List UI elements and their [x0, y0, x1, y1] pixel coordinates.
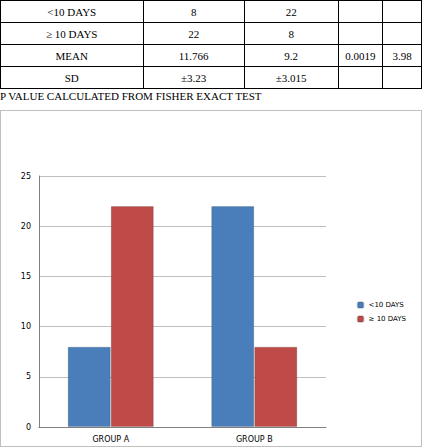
svg-text:5: 5 [26, 372, 31, 381]
html-text:9.2: 9.2 [284, 49, 299, 62]
html-text:MEAN: MEAN [55, 49, 88, 62]
html-text:11.766: 11.766 [178, 49, 209, 62]
svg-text:15: 15 [21, 272, 31, 281]
svg-text:<10 DAYS: <10 DAYS [369, 301, 405, 309]
svg-text:≥ 10 DAYS: ≥ 10 DAYS [369, 315, 407, 323]
html-text:22: 22 [285, 5, 297, 18]
html-text:±3.015: ±3.015 [275, 71, 307, 84]
svg-text:25: 25 [21, 172, 31, 181]
html-text:<10 DAYS: <10 DAYS [47, 5, 97, 18]
html-text:±3.23: ±3.23 [181, 71, 207, 84]
html-text:0.0019: 0.0019 [345, 49, 376, 62]
html-text:8: 8 [288, 27, 294, 40]
svg-text:20: 20 [21, 222, 31, 231]
html-text:8: 8 [191, 5, 197, 18]
html-text:22: 22 [188, 27, 200, 40]
svg-text:10: 10 [21, 322, 31, 331]
html-text:3.98: 3.98 [392, 49, 412, 62]
svg-text:GROUP B: GROUP B [236, 435, 273, 444]
svg-text:0: 0 [26, 423, 31, 432]
html-text:≥ 10 DAYS: ≥ 10 DAYS [46, 27, 98, 40]
html-text:SD: SD [64, 71, 79, 84]
svg-text:GROUP A: GROUP A [92, 435, 129, 444]
html-text:P VALUE CALCULATED FROM FISHER: P VALUE CALCULATED FROM FISHER EXACT TES… [0, 90, 262, 102]
